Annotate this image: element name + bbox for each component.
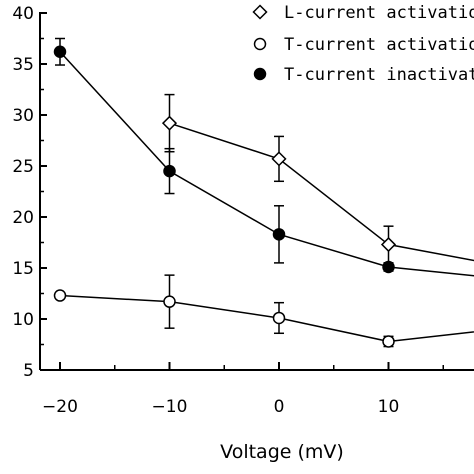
legend-item: T-current activation: [253, 35, 474, 55]
axes: 5 10 15 20 25 30 35 40 −20 −10 0 10: [12, 4, 474, 417]
series-l-current-activation: [161, 93, 474, 264]
data-point: [163, 295, 176, 308]
y-tick-label: 5: [23, 361, 34, 381]
series-line: [59, 294, 474, 343]
data-point: [382, 260, 395, 274]
y-tick-label: 10: [12, 310, 34, 330]
y-tick-label: 20: [12, 208, 34, 228]
data-point: [380, 236, 397, 253]
legend-marker: [253, 37, 267, 51]
data-point: [163, 164, 176, 178]
legend-item: T-current inactivation: [253, 65, 474, 85]
y-tick-label: 25: [12, 157, 34, 177]
data-point: [272, 311, 286, 325]
data-point: [272, 228, 286, 241]
legend: L-current activation T-current activation…: [252, 3, 474, 85]
x-tick-label: 10: [378, 397, 400, 417]
y-tick-label: 30: [12, 106, 34, 126]
data-point: [161, 115, 178, 131]
series-line: [59, 51, 474, 277]
legend-marker: [253, 67, 267, 81]
y-tick-label: 35: [12, 55, 34, 75]
data-point: [53, 289, 67, 302]
legend-label: T-current inactivation: [284, 65, 474, 85]
series-group: [53, 37, 474, 348]
plot-area: [53, 37, 474, 348]
series-t-current-activation: [53, 274, 474, 348]
series-line: [169, 122, 474, 262]
x-axis-title: Voltage (mV): [220, 441, 344, 463]
data-point: [271, 151, 287, 167]
x-tick-label: −10: [152, 397, 188, 417]
y-tick-label: 15: [12, 259, 34, 279]
legend-item: L-current activation: [252, 3, 474, 23]
legend-label: T-current activation: [284, 35, 474, 55]
data-point: [53, 45, 67, 59]
series-t-current-inactivation: [53, 37, 474, 277]
x-tick-label: 0: [274, 397, 285, 417]
data-point: [382, 335, 395, 348]
legend-label: L-current activation: [284, 3, 474, 23]
legend-marker: [252, 4, 268, 20]
x-tick-label: −20: [42, 397, 78, 417]
y-tick-label: 40: [12, 4, 34, 24]
